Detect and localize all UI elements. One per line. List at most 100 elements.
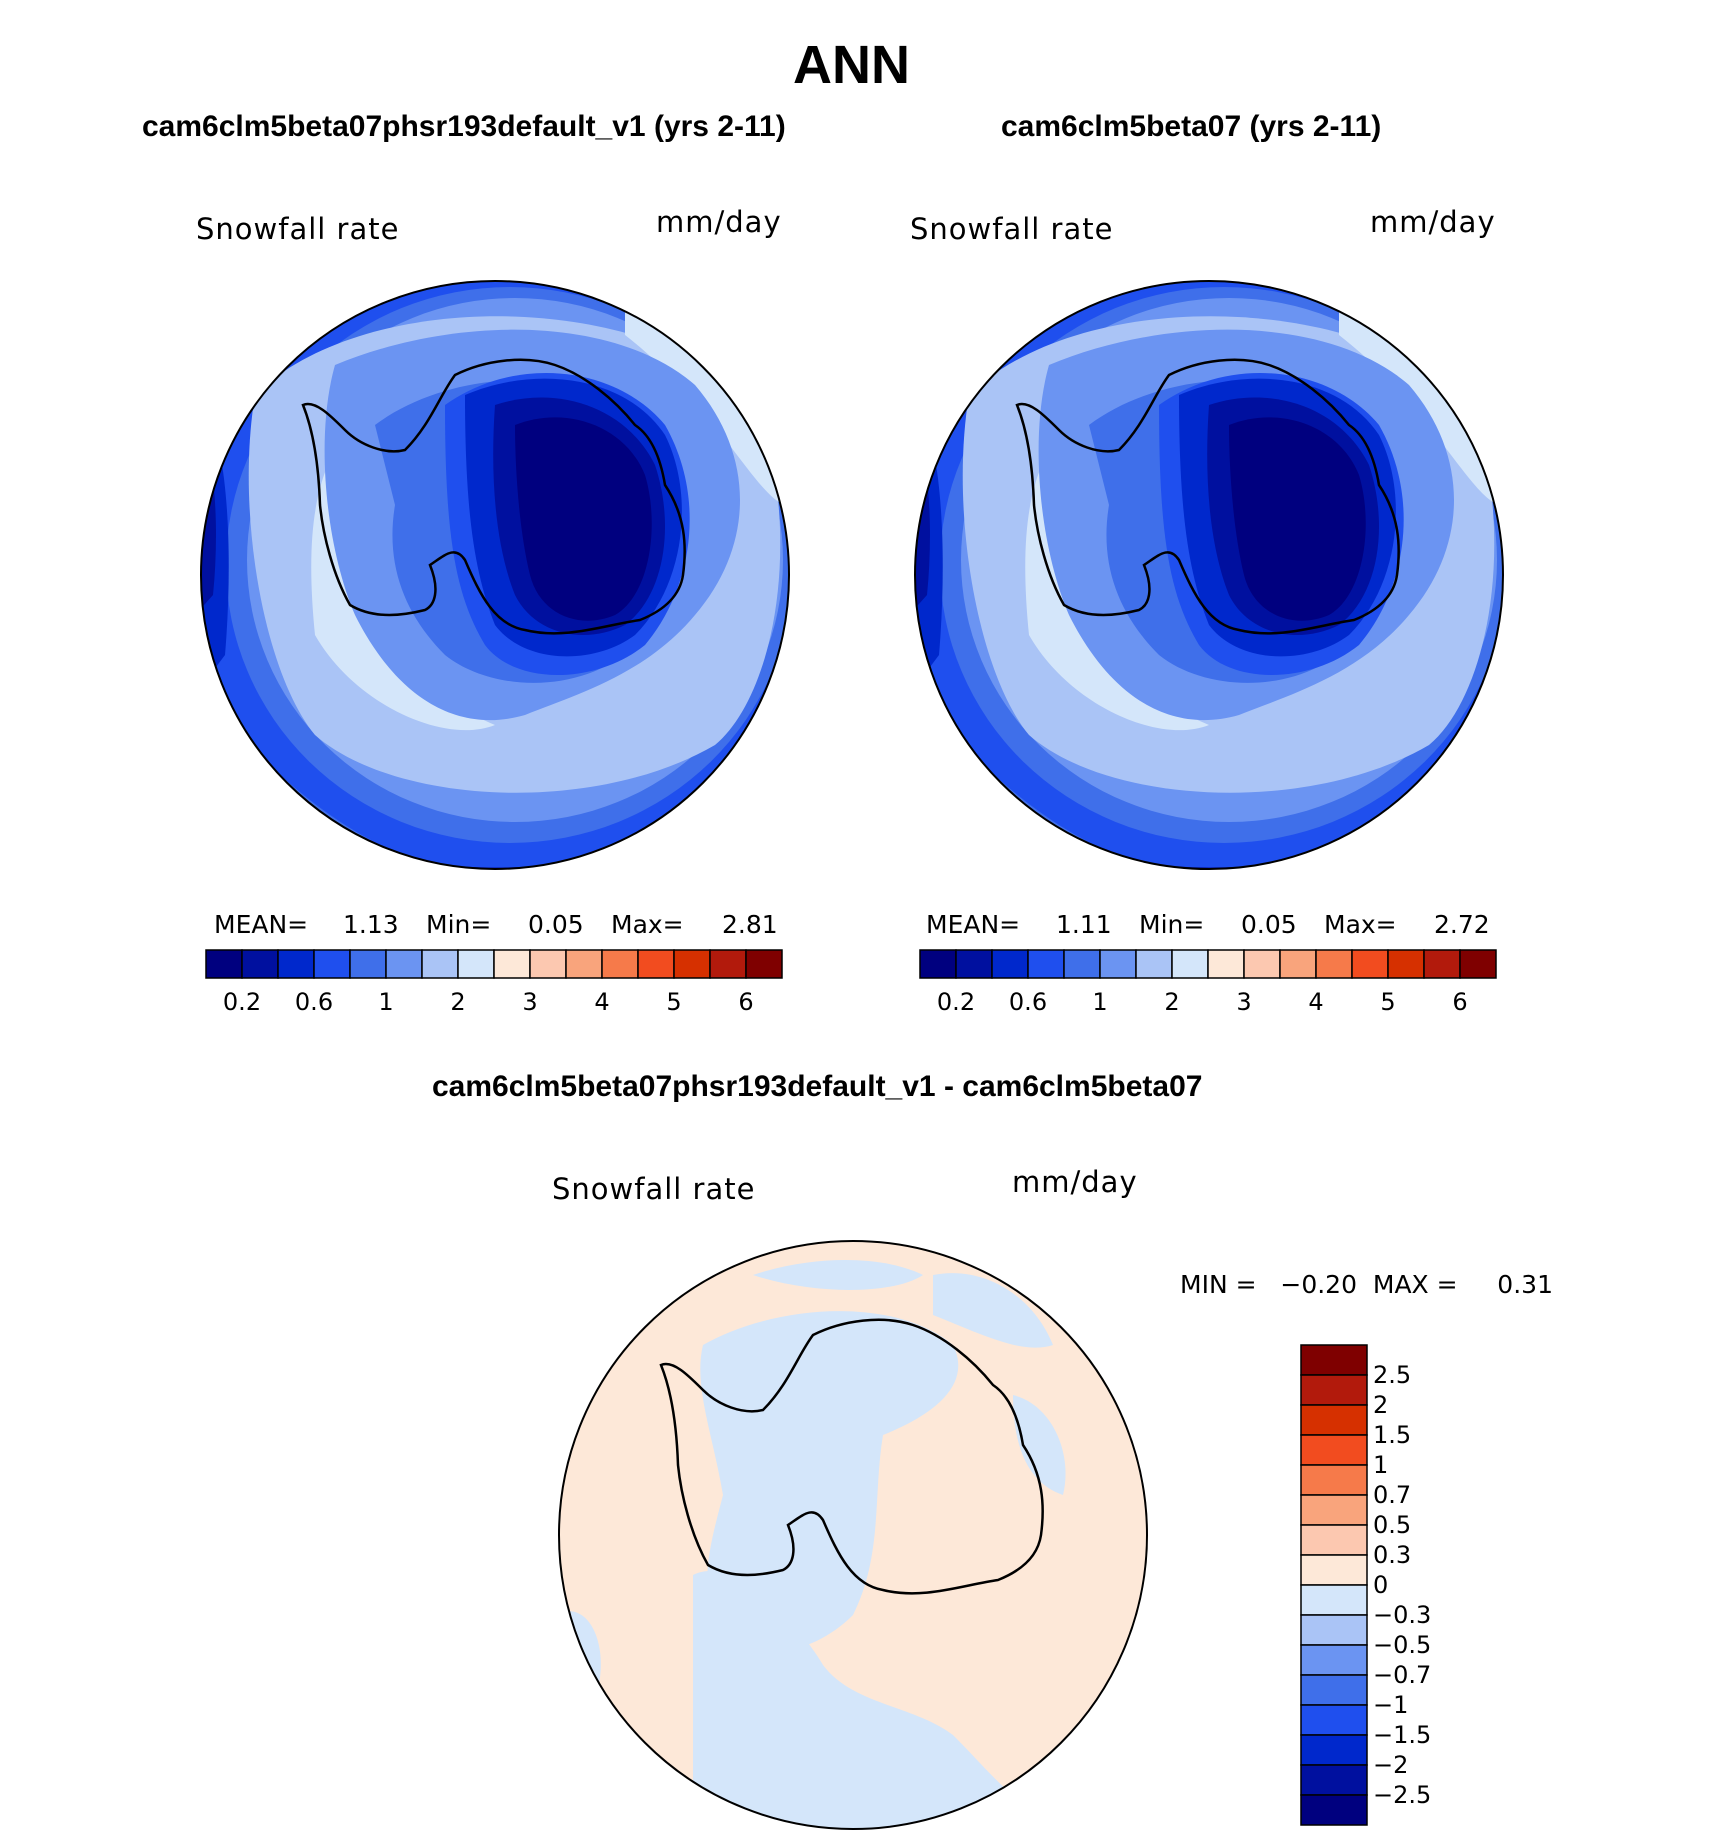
panel1-title: cam6clm5beta07phsr193default_v1 (yrs 2-1… [142,110,786,143]
colorbar-tick-label: 6 [738,988,754,1016]
panel2-min-label: Min= [1139,910,1205,939]
colorbar-tick-label: −1.5 [1373,1721,1432,1749]
colorbar-swatch [457,949,495,979]
colorbar-swatch [1300,1764,1368,1796]
panel2-title: cam6clm5beta07 (yrs 2-11) [1001,110,1382,143]
colorbar-swatch [1315,949,1353,979]
colorbar-swatch [1300,1614,1368,1646]
colorbar-swatch [1300,1704,1368,1736]
panel2-variable-label: Snowfall rate [910,212,1114,246]
colorbar-swatch [241,949,279,979]
panel3-variable-label: Snowfall rate [552,1172,756,1206]
colorbar-tick-label: 1 [378,988,394,1016]
panel3-units-label: mm/day [1012,1165,1138,1199]
colorbar-swatch [637,949,675,979]
colorbar-swatch [205,949,243,979]
colorbar-swatch [1300,1344,1368,1376]
colorbar-tick-label: 0.3 [1373,1541,1412,1569]
colorbar-tick-label: −2.5 [1373,1781,1432,1809]
colorbar-swatch [1207,949,1245,979]
panel3-difference-map [558,1240,1148,1830]
colorbar-swatch [1099,949,1137,979]
colorbar-tick-label: 0 [1373,1571,1389,1599]
colorbar-swatch [745,949,783,979]
colorbar-tick-label: 1 [1092,988,1108,1016]
colorbar-swatch [709,949,747,979]
panel2-max-label: Max= [1324,910,1397,939]
colorbar-tick-label: 4 [1308,988,1324,1016]
colorbar-swatch [1387,949,1425,979]
colorbar-tick-label: −2 [1373,1751,1409,1779]
colorbar-tick-label: 2 [450,988,466,1016]
colorbar-swatch [349,949,387,979]
colorbar-swatch [1027,949,1065,979]
colorbar-tick-label: 0.5 [1373,1511,1412,1539]
panel2-polar-map [914,280,1504,870]
colorbar-swatch [1300,1644,1368,1676]
panel3-minmax-text: MIN = −0.20 MAX = 0.31 [1180,1270,1553,1299]
colorbar-tick-label: 5 [666,988,682,1016]
colorbar-swatch [529,949,567,979]
colorbar-swatch [919,949,957,979]
colorbar-swatch [1300,1404,1368,1436]
colorbar-swatch [1300,1374,1368,1406]
colorbar-swatch [1171,949,1209,979]
colorbar-tick-label: 0.6 [294,988,334,1016]
colorbar-tick-label: 3 [1236,988,1252,1016]
colorbar-tick-label: −1 [1373,1691,1409,1719]
panel2-mean-label: MEAN= [926,910,1021,939]
colorbar-swatch [1243,949,1281,979]
panel1-polar-map [200,280,790,870]
colorbar-tick-label: 2 [1373,1391,1389,1419]
colorbar-swatch [1459,949,1497,979]
colorbar-swatch [1063,949,1101,979]
colorbar-swatch [1300,1494,1368,1526]
panel2-min-value: 0.05 [1241,910,1297,939]
colorbar-swatch [991,949,1029,979]
colorbar-tick-label: 1.5 [1373,1421,1412,1449]
panel1-colorbar [205,949,783,979]
panel2-max-value: 2.72 [1434,910,1490,939]
panel2-colorbar [919,949,1497,979]
colorbar-tick-label: 2 [1164,988,1180,1016]
panel1-min-label: Min= [426,910,492,939]
colorbar-tick-label: −0.7 [1373,1661,1432,1689]
colorbar-swatch [1300,1734,1368,1766]
colorbar-tick-label: −0.5 [1373,1631,1432,1659]
colorbar-swatch [421,949,459,979]
colorbar-swatch [385,949,423,979]
colorbar-tick-label: 0.6 [1008,988,1048,1016]
colorbar-swatch [1300,1524,1368,1556]
colorbar-swatch [277,949,315,979]
colorbar-tick-label: 2.5 [1373,1361,1412,1389]
colorbar-swatch [1300,1434,1368,1466]
colorbar-swatch [1300,1584,1368,1616]
panel1-variable-label: Snowfall rate [196,212,400,246]
colorbar-swatch [1279,949,1317,979]
colorbar-swatch [601,949,639,979]
colorbar-tick-label: 6 [1452,988,1468,1016]
colorbar-tick-label: 0.2 [936,988,976,1016]
colorbar-swatch [1300,1794,1368,1826]
colorbar-swatch [673,949,711,979]
panel2-units-label: mm/day [1370,205,1496,239]
panel1-units-label: mm/day [656,205,782,239]
colorbar-tick-label: 0.2 [222,988,262,1016]
colorbar-swatch [313,949,351,979]
panel1-max-value: 2.81 [722,910,778,939]
colorbar-swatch [1351,949,1389,979]
panel1-min-value: 0.05 [528,910,584,939]
panel2-mean-value: 1.11 [1056,910,1112,939]
colorbar-tick-label: 4 [594,988,610,1016]
panel1-mean-value: 1.13 [343,910,399,939]
colorbar-swatch [565,949,603,979]
panel3-colorbar [1300,1344,1368,1826]
colorbar-swatch [1300,1554,1368,1586]
colorbar-swatch [1300,1674,1368,1706]
colorbar-tick-label: −0.3 [1373,1601,1432,1629]
colorbar-swatch [955,949,993,979]
panel1-mean-label: MEAN= [214,910,309,939]
colorbar-swatch [1135,949,1173,979]
colorbar-swatch [1300,1464,1368,1496]
colorbar-tick-label: 5 [1380,988,1396,1016]
